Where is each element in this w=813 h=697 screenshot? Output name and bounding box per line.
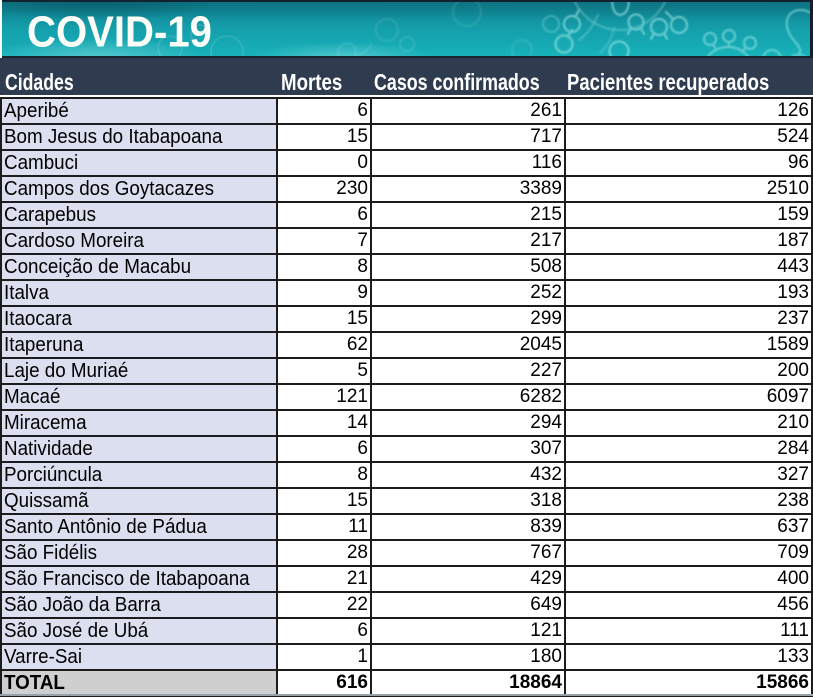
svg-text:COVID-19: COVID-19 bbox=[27, 8, 212, 57]
